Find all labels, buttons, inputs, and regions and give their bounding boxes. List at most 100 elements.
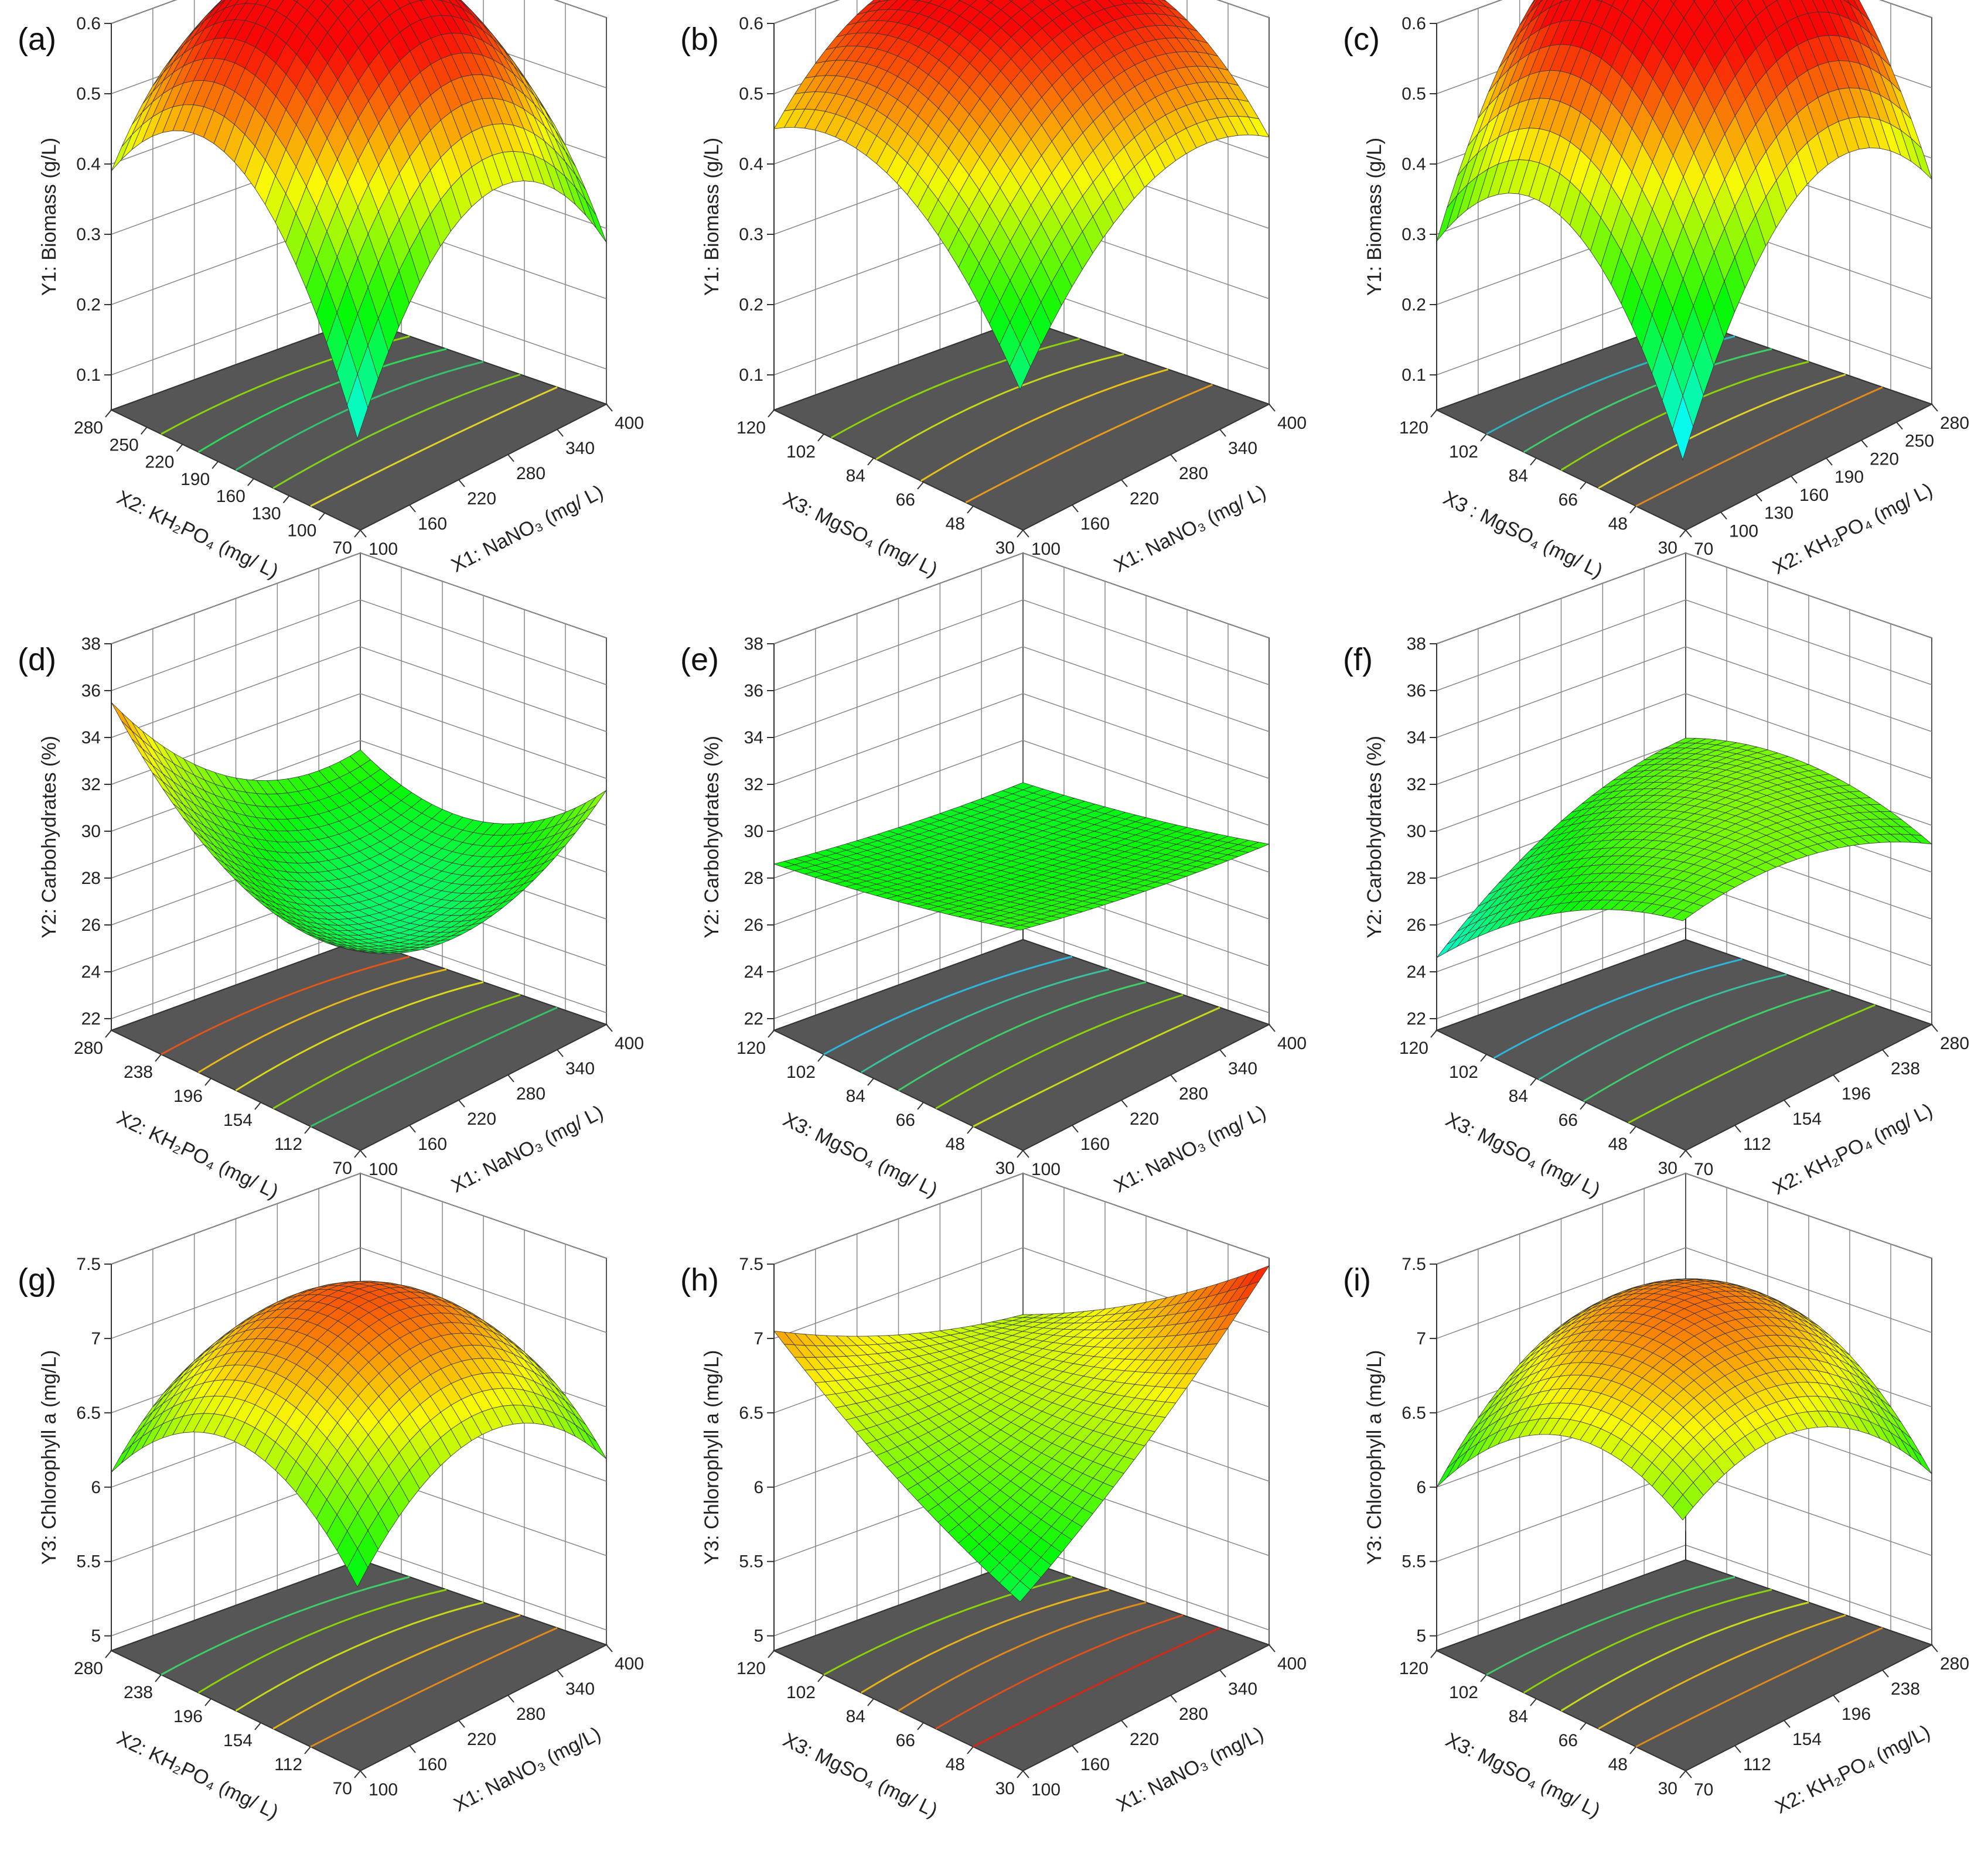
x-tick-label: 160 [418, 1755, 447, 1774]
contour-line [965, 384, 1213, 504]
z-tick-label: 30 [81, 822, 101, 841]
x-tick-label: 160 [1799, 486, 1829, 505]
z-tick-label: 38 [744, 634, 763, 654]
z-tick-label: 36 [744, 681, 763, 701]
x-tick-label: 100 [1729, 521, 1758, 541]
z-tick-label: 22 [1407, 1009, 1426, 1029]
z-tick-label: 0.1 [76, 366, 101, 385]
y-tick-label: 48 [946, 1755, 965, 1774]
y-tick-label: 160 [216, 487, 245, 506]
y-axis-title: X3: MgSO₄ (mg/ L) [779, 488, 941, 581]
y-tick-label: 70 [333, 1159, 352, 1178]
z-tick-label: 0.2 [1402, 295, 1426, 315]
z-tick-label: 0.4 [76, 155, 101, 174]
z-tick-label: 32 [81, 775, 101, 794]
z-tick-label: 5.5 [1402, 1552, 1426, 1572]
panel-label: (c) [1343, 22, 1380, 57]
x-tick-label: 220 [1130, 1109, 1159, 1129]
z-tick-label: 6.5 [739, 1404, 763, 1423]
z-tick-label: 28 [744, 869, 763, 888]
x-tick-label: 112 [1743, 1135, 1771, 1154]
y-tick-label: 120 [736, 1039, 766, 1058]
z-axis-title: Y1: Biomass (g/L) [38, 138, 60, 296]
y-tick-label: 48 [1608, 1755, 1628, 1774]
panel-label: (i) [1343, 1262, 1371, 1297]
z-tick-label: 38 [81, 634, 101, 654]
x-tick-label: 154 [1792, 1730, 1822, 1749]
surface-patch [347, 949, 368, 954]
x-tick-label: 100 [369, 539, 398, 559]
z-axis-title: Y3: Chlorophyll a (mg/L) [38, 1350, 60, 1565]
x-tick-label: 400 [1277, 1034, 1307, 1053]
x-tick-label: 400 [615, 1654, 644, 1674]
z-tick-label: 30 [744, 822, 763, 841]
z-tick-label: 34 [744, 728, 763, 747]
y-axis-title: X2: KH₂PO₄ (mg/ L) [113, 1727, 282, 1824]
z-tick-label: 24 [81, 962, 101, 982]
x-tick-label: 160 [1080, 1755, 1110, 1774]
response-surface [111, 1280, 607, 1588]
contour-line [860, 968, 1110, 1074]
x-tick-label: 400 [615, 414, 644, 433]
z-tick-label: 34 [1407, 728, 1426, 747]
x-tick-label: 70 [1694, 1780, 1713, 1799]
y-tick-label: 66 [1559, 1731, 1578, 1750]
y-tick-label: 154 [223, 1731, 253, 1750]
y-tick-label: 84 [846, 466, 865, 486]
x-tick-label: 196 [1842, 1705, 1871, 1724]
y-tick-label: 250 [110, 435, 139, 455]
contour-line [1583, 989, 1832, 1102]
z-tick-label: 7 [1416, 1329, 1426, 1348]
contour-line [235, 1602, 484, 1712]
panel-label: (g) [18, 1262, 56, 1297]
y-tick-label: 238 [124, 1683, 153, 1702]
response-surface [111, 0, 607, 440]
x-tick-label: 112 [1743, 1755, 1771, 1774]
x-tick-label: 280 [516, 464, 545, 483]
y-tick-label: 112 [274, 1135, 302, 1154]
z-tick-label: 30 [1407, 822, 1426, 841]
z-tick-label: 24 [744, 962, 763, 982]
panel-label: (d) [18, 642, 56, 677]
y-axis-title: X3: MgSO₄ (mg/ L) [1442, 1729, 1604, 1822]
z-tick-label: 36 [1407, 681, 1426, 701]
contour-line [1523, 348, 1772, 453]
panel-label: (b) [680, 22, 719, 57]
panel-a: (a) 0.1 0.2 0.3 0.4 0.5 0.6 Y1: Biomass (g/L) 10… [18, 0, 644, 583]
x-tick-label: 100 [1031, 539, 1061, 559]
x-tick-label: 340 [565, 1059, 595, 1078]
z-tick-label: 6 [1416, 1478, 1426, 1497]
surface-patch [1672, 910, 1694, 921]
x-tick-label: 280 [1179, 464, 1208, 483]
z-tick-label: 28 [81, 869, 101, 888]
z-tick-label: 0.2 [76, 295, 101, 315]
contour-line [823, 955, 1073, 1056]
x-tick-label: 400 [1277, 1654, 1307, 1674]
z-tick-label: 0.2 [739, 295, 763, 315]
y-tick-label: 280 [74, 1659, 103, 1678]
y-tick-label: 70 [333, 538, 352, 558]
y-tick-label: 84 [846, 1707, 865, 1726]
contour-line [875, 353, 1124, 460]
x-tick-label: 220 [1130, 1730, 1159, 1749]
panel-b: (b) 0.1 0.2 0.3 0.4 0.5 0.6 Y1: Biomass (g/L) 10… [680, 0, 1307, 581]
y-tick-label: 154 [223, 1111, 253, 1130]
y-tick-label: 30 [995, 1779, 1015, 1798]
z-tick-label: 36 [81, 681, 101, 701]
y-tick-label: 238 [124, 1063, 153, 1082]
y-axis-title: X3: MgSO₄ (mg/ L) [779, 1729, 941, 1822]
response-surface [111, 702, 607, 954]
z-tick-label: 24 [1407, 962, 1426, 982]
x-tick-label: 196 [1842, 1084, 1871, 1104]
x-axis-title: X2: KH₂PO₄ (mg/ L) [1769, 479, 1936, 579]
x-tick-label: 160 [1080, 1135, 1110, 1154]
contour-line [310, 1006, 558, 1128]
x-tick-label: 250 [1905, 432, 1934, 451]
z-tick-label: 0.3 [76, 225, 101, 244]
response-surface [773, 0, 1270, 390]
panel-c: (c) 0.1 0.2 0.3 0.4 0.5 0.6 Y1: Biomass (g/L) 70… [1343, 0, 1969, 582]
x-tick-label: 190 [1834, 467, 1864, 487]
contour-lines [831, 337, 1213, 504]
z-tick-label: 7.5 [739, 1255, 763, 1274]
contour-lines [1493, 958, 1876, 1124]
